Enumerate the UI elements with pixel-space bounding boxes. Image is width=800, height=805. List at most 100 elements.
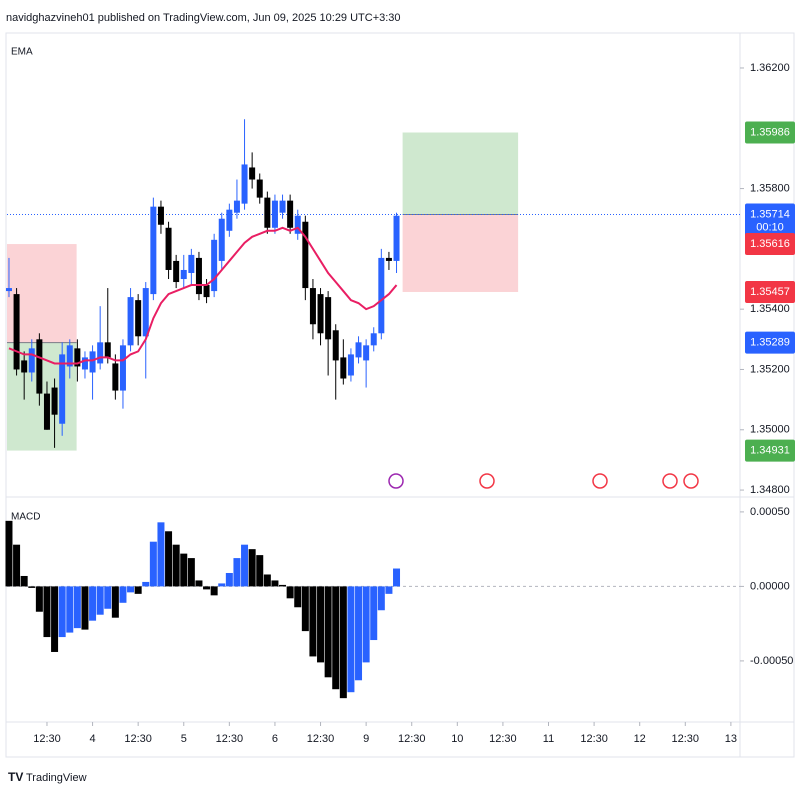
macd-bar	[195, 580, 203, 587]
candle-body	[150, 206, 157, 295]
macd-bar	[51, 586, 59, 652]
macd-bar	[134, 586, 142, 594]
x-tick-label: 4	[90, 733, 96, 745]
macd-bar	[355, 586, 363, 681]
macd-bar	[377, 586, 385, 611]
macd-bar	[279, 584, 287, 587]
macd-bar	[225, 572, 233, 587]
event-icon[interactable]	[683, 473, 699, 489]
candle-body	[340, 357, 347, 379]
macd-bar	[233, 558, 241, 587]
event-icon[interactable]	[388, 473, 404, 489]
candle-body	[309, 288, 316, 325]
candle-body	[97, 342, 104, 364]
macd-bar	[286, 586, 294, 599]
price-label-box	[745, 439, 795, 462]
candle-body	[332, 330, 339, 361]
candle-body	[218, 218, 225, 261]
candle-body	[203, 285, 210, 298]
position-stop-zone	[402, 214, 519, 292]
x-tick-label: 9	[363, 733, 369, 745]
macd-bar	[149, 541, 157, 587]
macd-bar	[339, 586, 347, 699]
candle-body	[74, 348, 81, 367]
ema-label: EMA	[11, 47, 33, 58]
macd-label: MACD	[11, 512, 40, 523]
macd-bar	[172, 544, 180, 587]
candle-body	[104, 342, 111, 358]
price-label-box	[745, 121, 795, 144]
candle-body	[294, 215, 301, 234]
macd-bar	[111, 586, 119, 618]
macd-bar	[362, 586, 370, 663]
y-tick-label: 1.36200	[750, 62, 790, 74]
axis-layer: 1.36200 1.35800 1.35400 1.35200 1.35000 1.348…	[33, 62, 795, 745]
brand: TradingView	[26, 772, 87, 784]
candle-body	[370, 333, 377, 346]
macd-bar	[218, 583, 226, 587]
candle-body	[51, 387, 58, 415]
macd-bar	[393, 568, 401, 587]
macd-bar	[248, 549, 256, 587]
macd-bar	[332, 586, 340, 690]
macd-bar	[43, 586, 51, 638]
x-tick-label: 12:30	[33, 733, 61, 745]
x-tick-label: 5	[181, 733, 187, 745]
candle-body	[43, 393, 50, 430]
price-label-box	[745, 233, 795, 256]
macd-bar	[370, 586, 378, 641]
y-tick-label: 1.35000	[750, 424, 790, 436]
macd-bar	[203, 586, 211, 590]
candle-body	[256, 179, 263, 198]
brand-logo: TV	[8, 770, 23, 784]
macd-bar	[13, 544, 21, 587]
price-label: 1.34931	[750, 444, 790, 456]
candle-body	[119, 345, 126, 391]
macd-bar	[385, 586, 393, 594]
macd-bar	[142, 581, 150, 587]
position-target-zone	[402, 132, 519, 215]
macd-bar	[119, 586, 127, 603]
macd-bar	[66, 586, 74, 633]
macd-bar	[271, 580, 279, 587]
price-label-box	[745, 280, 795, 303]
published-note: navidghazvineh01 published on TradingVie…	[6, 12, 401, 24]
marks-layer	[5, 119, 401, 699]
y-tick-label: 1.34800	[750, 484, 790, 496]
macd-bar	[165, 531, 173, 587]
candle-body	[363, 345, 370, 361]
frame	[5, 32, 795, 758]
event-icon[interactable]	[479, 473, 495, 489]
macd-bar	[210, 586, 218, 596]
macd-bar	[324, 586, 332, 678]
candle-body	[241, 164, 248, 204]
event-icon[interactable]	[592, 473, 608, 489]
price-label: 1.35289	[750, 337, 790, 349]
macd-bar	[347, 586, 355, 693]
ema-line	[8, 226, 398, 365]
price-label: 1.35457	[750, 286, 790, 298]
macd-bar	[241, 544, 249, 587]
y-tick-label: 0.00000	[750, 580, 790, 592]
macd-bar	[180, 553, 188, 587]
x-tick-label: 12:30	[307, 733, 335, 745]
y-tick-label: 1.35400	[750, 303, 790, 315]
candle-body	[393, 215, 400, 261]
x-tick-label: 12	[634, 733, 646, 745]
macd-bar	[256, 555, 264, 587]
macd-bar	[73, 586, 81, 629]
price-label: 1.35986	[750, 126, 790, 138]
candle-body	[188, 254, 195, 273]
x-tick-label: 12:30	[672, 733, 700, 745]
macd-bar	[263, 574, 271, 587]
macd-bar	[35, 586, 43, 612]
candle-body	[135, 300, 142, 337]
macd-bar	[81, 586, 89, 630]
event-icon[interactable]	[662, 473, 678, 489]
price-label: 1.35714	[750, 208, 790, 220]
x-tick-label: 10	[451, 733, 463, 745]
candle-body	[279, 200, 286, 213]
macd-bar	[187, 558, 195, 587]
candle-body	[142, 288, 149, 337]
